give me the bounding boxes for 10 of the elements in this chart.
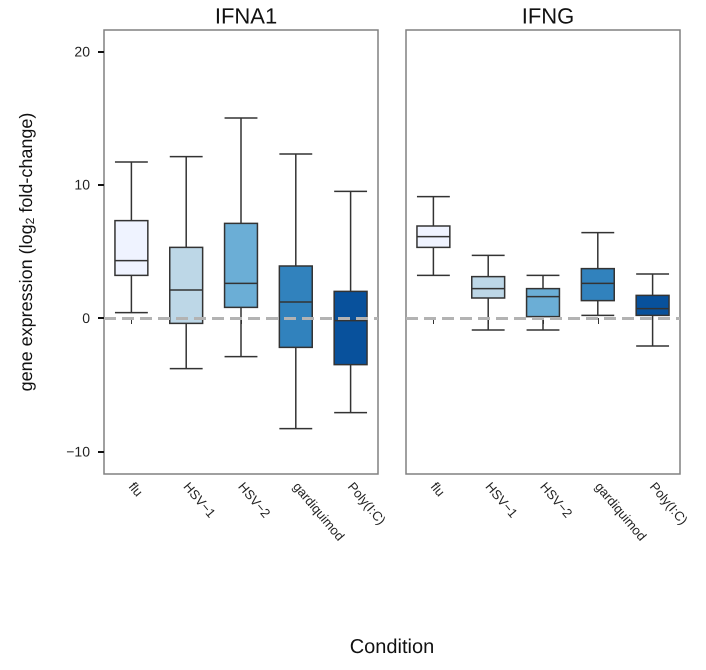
y-tick-label: 20 xyxy=(74,43,90,60)
x-axis-title: Condition xyxy=(348,636,436,659)
x-tick-label: flu xyxy=(428,479,448,500)
x-tick-label: flu xyxy=(126,479,146,500)
y-tick-label: −10 xyxy=(66,443,90,460)
y-tick-label: 10 xyxy=(74,176,90,193)
chart-title: IFNA1 xyxy=(214,4,278,28)
y-tick-label: 0 xyxy=(82,310,90,326)
chart-title: IFNG xyxy=(522,4,574,28)
y-axis-title: gene expression (log2 fold-change) xyxy=(16,112,37,392)
